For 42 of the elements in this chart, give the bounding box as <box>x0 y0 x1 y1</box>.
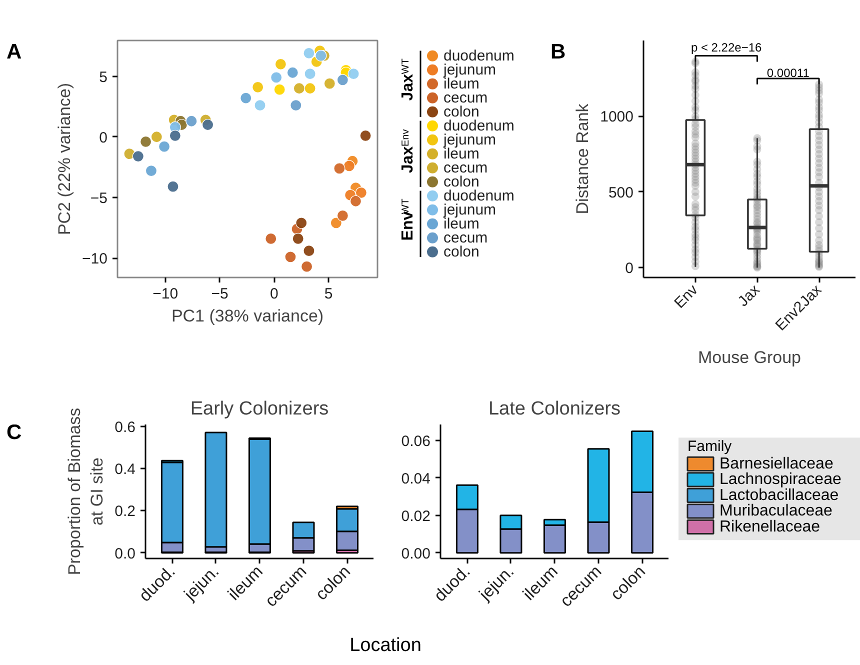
text: C <box>6 420 22 444</box>
x-axis-title: Location <box>350 635 422 656</box>
y-tick-label: 0 <box>625 260 634 278</box>
x-tick-label: −5 <box>211 286 228 302</box>
y-tick-label: −10 <box>82 250 108 268</box>
y-tick-label: 0.4 <box>114 461 136 478</box>
y-tick-label: 5 <box>99 68 108 86</box>
y-axis-title: Proportion of Biomass at GI site <box>64 408 107 576</box>
annotation: 0.00011 <box>766 66 810 80</box>
x-tick-label: −10 <box>152 286 178 302</box>
x-tick-label: 5 <box>324 286 333 302</box>
x-axis-title: Mouse Group <box>698 348 801 368</box>
y-axis-title: PC2 (22% variance) <box>55 82 74 236</box>
y-tick-label: −5 <box>90 190 108 207</box>
y-tick-label: 0.6 <box>114 419 136 436</box>
y-tick-label: 0 <box>99 129 108 146</box>
y-tick-label: 0.2 <box>114 503 136 520</box>
y-tick-label: 1000 <box>600 108 634 126</box>
y-tick-label: 0.00 <box>401 545 431 562</box>
legend-label: Lachnospiraceae <box>720 471 842 488</box>
text: A <box>6 40 22 64</box>
x-tick-label: Env <box>671 281 702 312</box>
chart-title: Early Colonizers <box>190 398 329 420</box>
x-axis-title: PC1 (38% variance) <box>171 306 324 326</box>
text: JaxEnv <box>400 129 416 174</box>
legend-label: Muribaculaceae <box>720 502 833 520</box>
y-tick-label: 0.06 <box>401 432 431 450</box>
text: JaxWT <box>400 58 416 101</box>
x-tick-label: 0 <box>270 286 278 302</box>
x-tick-label: Jax <box>734 281 764 310</box>
y-axis-title: Distance Rank <box>573 103 592 214</box>
annotation: p < 2.22e−16 <box>690 40 762 54</box>
y-tick-label: 500 <box>608 184 634 202</box>
y-tick-label: 0.04 <box>401 470 431 488</box>
legend-label: Barnesiellaceae <box>720 455 834 472</box>
y-tick-label: 0.0 <box>114 545 136 562</box>
y-tick-label: 0.02 <box>401 508 431 525</box>
legend-label: Rikenellaceae <box>720 518 820 536</box>
text: B <box>550 40 566 64</box>
legend-label: Lactobacillaceae <box>720 486 839 504</box>
legend-title: Family <box>688 438 732 456</box>
chart-title: Late Colonizers <box>488 398 621 420</box>
